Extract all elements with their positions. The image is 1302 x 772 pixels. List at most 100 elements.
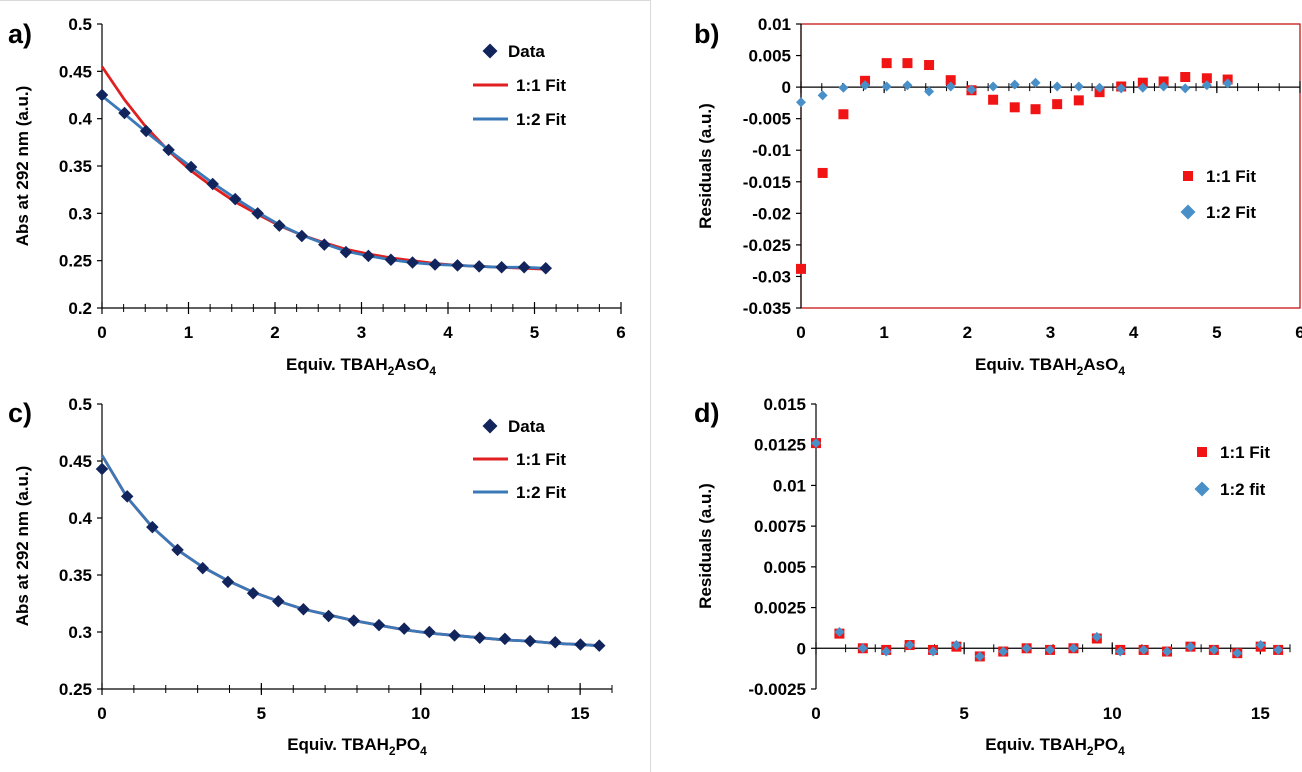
data-point: [998, 646, 1009, 657]
data-point: [347, 614, 361, 627]
data-point: [1073, 95, 1084, 106]
data-point: [1180, 72, 1191, 83]
data-point: [297, 602, 310, 616]
legend-swatch: [1197, 447, 1207, 457]
y-tick-label: -0.01: [752, 141, 791, 160]
data-point: [339, 245, 353, 259]
y-tick-label: 0.5: [68, 15, 92, 34]
chart-d: -0.0025 0 0.0025 0.005 0.0075 0.01 0.0125 0.015…: [694, 395, 1291, 758]
x-tick-label: 2: [963, 323, 972, 342]
legend-label: 1:1 Fit: [516, 76, 566, 95]
data-point: [221, 575, 235, 589]
data-point: [974, 651, 985, 662]
data-point: [1232, 648, 1243, 659]
data-point: [498, 632, 512, 646]
data-point: [860, 80, 871, 91]
data-point: [95, 88, 109, 102]
data-point: [817, 90, 828, 101]
data-point: [171, 543, 184, 557]
legend-label: Data: [508, 417, 545, 436]
data-point: [372, 618, 386, 632]
data-point: [517, 261, 531, 274]
y-tick-label: 0.0025: [754, 599, 806, 618]
x-tick-label: 10: [1103, 704, 1122, 723]
legend-swatch: [1194, 481, 1210, 497]
chart-c: 0.25 0.3 0.35 0.4 0.45 0.5 0 5 10 15 c) Abs at 292 …: [8, 395, 613, 758]
data-point: [796, 263, 806, 274]
data-point: [1052, 99, 1063, 110]
y-tick-label: 0.35: [59, 157, 92, 176]
data-point: [184, 160, 198, 174]
data-point: [246, 586, 260, 600]
data-point: [1091, 631, 1102, 642]
legend-swatch: [1180, 204, 1196, 220]
x-tick-label: 4: [443, 323, 453, 342]
x-tick-label: 5: [257, 704, 266, 723]
data-point: [593, 639, 606, 652]
data-point: [838, 82, 849, 93]
data-point: [95, 462, 109, 476]
legend-label: 1:2 Fit: [516, 483, 566, 502]
data-point: [1222, 78, 1233, 89]
x-axis-label: Equiv. TBAH2PO4: [287, 735, 427, 758]
data-point: [1021, 643, 1032, 654]
data-point: [988, 81, 999, 92]
data-point: [1158, 76, 1169, 87]
legend-label: 1:1 Fit: [1220, 443, 1270, 462]
data-point: [574, 638, 587, 651]
y-axis-label: Residuals (a.u.): [696, 103, 715, 229]
legend-label: 1:2 Fit: [516, 110, 566, 129]
panel-label: c): [8, 398, 32, 428]
x-tick-label: 5: [1212, 323, 1221, 342]
data-point: [1068, 643, 1079, 654]
data-point: [928, 646, 939, 657]
legend-swatch: [482, 43, 498, 59]
x-tick-label: 4: [1129, 323, 1139, 342]
x-tick-label: 10: [411, 704, 430, 723]
y-tick-label: 0: [782, 78, 791, 97]
y-tick-label: 0.25: [59, 680, 92, 699]
data-point: [539, 261, 552, 275]
chart-a: 0.2 0.25 0.3 0.35 0.4 0.45 0.5 0 1 2 3 4 5 6 a) Abs at …: [8, 15, 626, 378]
chart-b: -0.035 -0.03 -0.025 -0.02 -0.015 -0.01 -0.005 0…: [694, 15, 1302, 378]
data-point: [904, 640, 915, 651]
y-tick-label: 0.0125: [754, 436, 806, 455]
y-tick-label: 0.005: [763, 558, 806, 577]
y-tick-label: 0.25: [59, 252, 92, 271]
y-tick-label: 0.4: [68, 110, 92, 129]
x-tick-label: 6: [616, 323, 625, 342]
data-point: [1030, 77, 1041, 88]
x-tick-label: 1: [879, 323, 888, 342]
x-axis-label: Equiv. TBAH2PO4: [985, 735, 1125, 758]
plot-frame: [800, 23, 1301, 309]
x-tick-label: 3: [357, 323, 366, 342]
legend-swatch: [482, 418, 498, 434]
y-axis-label: Residuals (a.u.): [696, 483, 715, 609]
data-point: [549, 636, 562, 649]
y-tick-label: -0.03: [752, 267, 791, 286]
data-point: [523, 634, 537, 648]
data-point: [146, 520, 159, 534]
data-point: [1009, 102, 1020, 113]
data-point: [1116, 83, 1127, 94]
y-tick-label: 0.3: [68, 623, 92, 642]
data-point: [1273, 644, 1284, 655]
data-point: [1208, 644, 1219, 655]
data-point: [924, 86, 935, 97]
data-point: [406, 256, 419, 269]
data-point: [162, 143, 175, 157]
y-axis-label: Abs at 292 nm (a.u.): [13, 466, 32, 627]
y-axis-label: Abs at 292 nm (a.u.): [13, 86, 32, 247]
y-tick-label: 0.5: [68, 395, 92, 414]
data-point: [1045, 644, 1056, 655]
data-point: [1137, 82, 1148, 93]
data-point: [495, 261, 508, 274]
data-point: [322, 609, 335, 623]
data-point: [1162, 646, 1173, 657]
data-point: [206, 177, 219, 191]
y-tick-label: 0.45: [59, 452, 92, 471]
data-point: [1073, 81, 1084, 92]
data-point: [273, 219, 286, 232]
y-tick-label: 0.005: [748, 47, 791, 66]
